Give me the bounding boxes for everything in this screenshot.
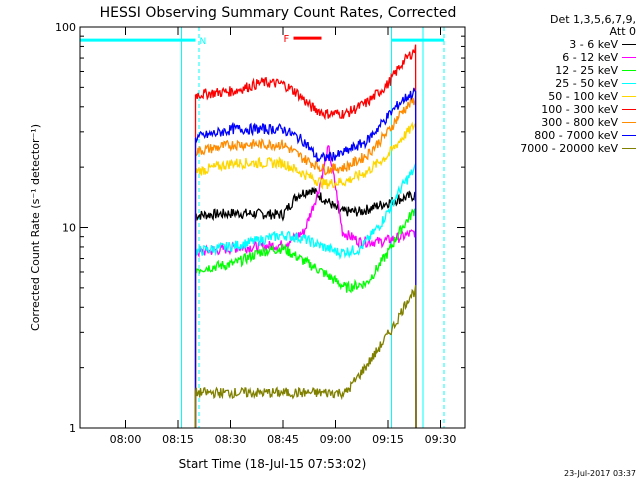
x-tick-label: 09:30 (425, 433, 457, 446)
legend-swatch (622, 70, 636, 71)
series-line (194, 144, 417, 429)
y-tick-label: 10 (62, 222, 76, 235)
legend-swatch (622, 57, 636, 58)
legend-label: 50 - 100 keV (548, 90, 618, 103)
legend-entry: 6 - 12 keV (470, 51, 636, 64)
series-line (194, 186, 417, 429)
y-tick-label: 1 (69, 422, 76, 435)
series-line (194, 285, 417, 429)
legend-entry: 25 - 50 keV (470, 77, 636, 90)
chart-title: HESSI Observing Summary Count Rates, Cor… (100, 5, 457, 21)
y-axis-label: Corrected Count Rate (s⁻¹ detector⁻¹) (29, 124, 42, 331)
legend-label: 25 - 50 keV (555, 77, 618, 90)
x-tick-label: 08:30 (215, 433, 247, 446)
footer-date: 23-Jul-2017 03:37 (563, 469, 636, 478)
legend-entry: 100 - 300 keV (470, 103, 636, 116)
series-line (194, 208, 417, 429)
series-line (194, 87, 417, 429)
night-label: N (200, 37, 207, 47)
legend-entry: 7000 - 20000 keV (470, 142, 636, 155)
x-axis-label: Start Time (18-Jul-15 07:53:02) (179, 457, 367, 471)
legend-swatch (622, 135, 636, 136)
legend-label: 300 - 800 keV (541, 116, 618, 129)
legend: Det 1,3,5,6,7,9, Att 0 3 - 6 keV 6 - 12 k… (470, 14, 636, 155)
series-line (194, 44, 417, 429)
y-tick-label: 100 (55, 21, 76, 34)
x-tick-label: 09:00 (320, 433, 352, 446)
legend-label: 800 - 7000 keV (534, 129, 618, 142)
series-line (194, 95, 417, 429)
legend-entry: 12 - 25 keV (470, 64, 636, 77)
legend-entry: 800 - 7000 keV (470, 129, 636, 142)
legend-swatch (622, 122, 636, 123)
series-line (194, 163, 417, 429)
x-tick-label: 08:15 (162, 433, 194, 446)
legend-header-line-1: Det 1,3,5,6,7,9, (549, 13, 636, 26)
flare-label: F (284, 34, 290, 45)
legend-label: 3 - 6 keV (569, 38, 618, 51)
legend-header-line-2: Att 0 (609, 25, 636, 38)
legend-swatch (622, 96, 636, 97)
legend-entry: 3 - 6 keV (470, 38, 636, 51)
legend-label: 100 - 300 keV (541, 103, 618, 116)
legend-entry: 50 - 100 keV (470, 90, 636, 103)
series-line (194, 120, 417, 429)
legend-swatch (622, 109, 636, 110)
legend-label: 6 - 12 keV (562, 51, 618, 64)
legend-swatch (622, 148, 636, 149)
legend-label: 7000 - 20000 keV (520, 142, 618, 155)
legend-swatch (622, 44, 636, 45)
legend-entry: 300 - 800 keV (470, 116, 636, 129)
x-tick-label: 09:15 (372, 433, 404, 446)
legend-label: 12 - 25 keV (555, 64, 618, 77)
legend-swatch (622, 83, 636, 84)
plot-frame (79, 26, 466, 429)
x-tick-label: 08:00 (110, 433, 142, 446)
x-tick-label: 08:45 (267, 433, 299, 446)
